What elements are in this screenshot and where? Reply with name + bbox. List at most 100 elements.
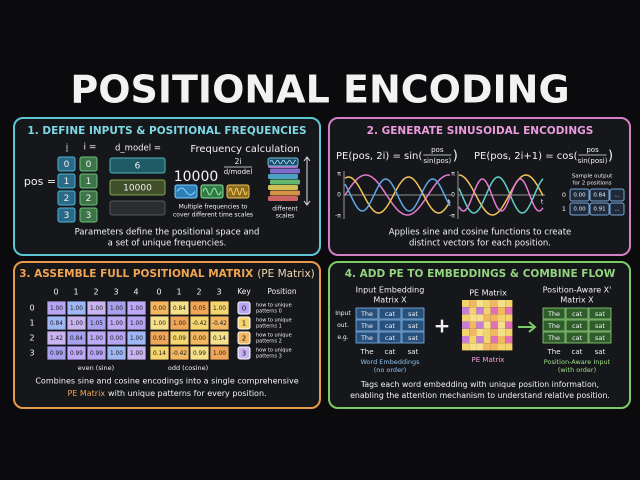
i-value: 1 <box>86 177 92 187</box>
pe-cell <box>462 328 470 336</box>
embedding-word: The <box>360 322 373 330</box>
matrix-value: 0.09 <box>173 336 186 342</box>
formula-rhs: ) <box>608 149 613 164</box>
i-box <box>79 173 98 189</box>
key-note: patterns 1 <box>256 324 282 330</box>
pe-cell <box>505 343 513 351</box>
wave <box>176 187 196 196</box>
pe-cell <box>476 314 484 322</box>
pe-cell <box>505 328 513 336</box>
pe-cell <box>498 314 506 322</box>
pe-cell <box>490 336 498 344</box>
embedding-cell <box>588 307 612 320</box>
axis-label: π <box>337 171 341 178</box>
freq-den: d/model <box>224 168 253 176</box>
row-label: e.g. <box>337 334 348 341</box>
matrix-value: 1.00 <box>173 321 186 327</box>
sample-value: 0.00 <box>573 207 586 213</box>
column-header: d_model = <box>115 144 161 154</box>
matrix-cell <box>209 315 230 331</box>
pe-cell <box>469 336 477 344</box>
pos-box <box>57 173 76 189</box>
key-box <box>237 346 251 360</box>
plus-sign: + <box>434 314 451 338</box>
embedding-cell <box>401 331 425 344</box>
matrix-cell <box>189 330 210 346</box>
row-label: out. <box>337 322 349 329</box>
matrix-note: Word Embeddings <box>360 358 420 366</box>
axis-label: -π <box>335 213 341 220</box>
matrix-cell <box>106 315 127 331</box>
pe-cell <box>462 300 470 308</box>
freq-title: Frequency calculation <box>190 144 299 155</box>
scale-layer <box>270 190 300 196</box>
embedding-cell <box>401 319 425 332</box>
pe-cell <box>476 343 484 351</box>
row-label: 2 <box>29 334 34 343</box>
key-id: 3 <box>242 350 246 358</box>
i-value: 2 <box>86 194 92 204</box>
matrix-value: 1.00 <box>110 306 123 312</box>
panel-title: 3. ASSEMBLE FULL POSITIONAL MATRIX (PE Ma… <box>19 268 315 280</box>
group-label: even (sine) <box>78 364 114 372</box>
matrix-note: (no order) <box>374 366 407 374</box>
sample-cell <box>589 202 610 216</box>
scale-layer <box>268 174 298 179</box>
key-box <box>237 316 251 330</box>
column-header: 2 <box>93 288 98 297</box>
formula-num: pos <box>431 146 444 154</box>
caption: Tags each word embedding with unique pos… <box>360 380 599 389</box>
embedding-cell <box>565 307 589 320</box>
formula-den: sin(pos) <box>423 157 451 165</box>
wave <box>458 176 544 214</box>
pos-box <box>57 190 76 206</box>
matrix-value: 0.91 <box>153 336 166 342</box>
pe-cell <box>462 321 470 329</box>
word-label: The <box>359 348 373 356</box>
matrix-value: 0.84 <box>173 306 186 312</box>
matrix-cell <box>189 345 210 361</box>
column-header: 0 <box>53 288 58 297</box>
matrix-value: -0.42 <box>192 321 207 327</box>
embedding-cell <box>542 331 566 344</box>
formula-num: pos <box>586 146 599 154</box>
sample-cell <box>569 188 590 202</box>
i-box <box>79 207 98 223</box>
embedding-cell <box>355 331 379 344</box>
embedding-cell <box>588 331 612 344</box>
matrix-cell <box>189 300 210 316</box>
column-header: 1 <box>176 288 181 297</box>
freq-num: 2i <box>235 157 242 166</box>
scale-arrow <box>303 156 311 206</box>
caption: distinct vectors for each position. <box>409 239 551 249</box>
arrow <box>518 321 537 333</box>
wave <box>458 174 544 216</box>
axis-label: t <box>541 199 544 206</box>
panel-title: 1. DEFINE INPUTS & POSITIONAL FREQUENCIE… <box>27 125 306 137</box>
caption: Parameters define the positional space a… <box>75 228 260 238</box>
matrix-value: 1.00 <box>130 321 143 327</box>
sample-value: ... <box>614 193 619 199</box>
freq-base: 10000 <box>174 169 219 185</box>
pe-cell <box>490 328 498 336</box>
embedding-word: sat <box>408 334 418 342</box>
embedding-cell <box>355 307 379 320</box>
sample-index: 1 <box>562 205 566 213</box>
key-box <box>237 331 251 345</box>
i-value: 0 <box>86 160 92 170</box>
pe-cell <box>462 336 470 344</box>
pe-cell <box>469 343 477 351</box>
pe-cell <box>469 300 477 308</box>
pe-cell <box>505 314 513 322</box>
sample-cell <box>609 202 625 216</box>
axis-label: 0 <box>337 192 341 199</box>
d-value: 6 <box>135 162 141 172</box>
caption: Combines sine and cosine encodings into … <box>35 377 298 386</box>
matrix-cell <box>46 315 67 331</box>
pe-cell <box>462 343 470 351</box>
matrix-title: Matrix X <box>560 296 594 305</box>
wave <box>269 159 296 165</box>
matrix-cell <box>169 300 190 316</box>
pos-box <box>57 156 76 172</box>
